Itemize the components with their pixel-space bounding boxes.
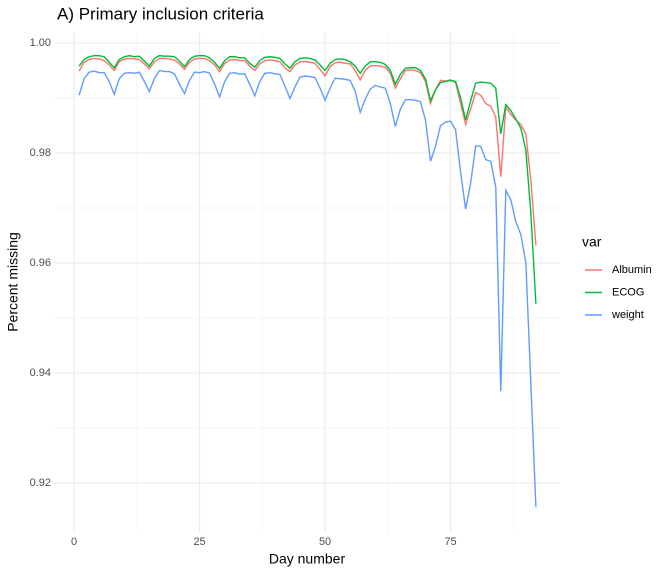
y-tick-label: 0.92	[30, 477, 51, 489]
x-tick-label: 25	[193, 536, 205, 548]
y-tick-label: 1.00	[30, 37, 51, 49]
x-axis-label: Day number	[269, 551, 346, 567]
x-tick-label: 75	[444, 536, 456, 548]
y-tick-label: 0.98	[30, 147, 51, 159]
line-series	[78, 69, 537, 508]
legend-title: var	[582, 234, 602, 250]
y-tick-label: 0.94	[30, 367, 51, 379]
legend-label: weight	[611, 309, 644, 321]
y-tick-label: 0.96	[30, 257, 51, 269]
x-tick-label: 0	[71, 536, 77, 548]
x-tick-label: 50	[319, 536, 331, 548]
y-axis-label: Percent missing	[5, 232, 21, 332]
line-series	[78, 54, 537, 304]
chart-title: A) Primary inclusion criteria	[57, 4, 264, 23]
legend-label: Albumin	[612, 264, 652, 276]
legend-label: ECOG	[612, 286, 644, 298]
line-series	[78, 57, 537, 246]
